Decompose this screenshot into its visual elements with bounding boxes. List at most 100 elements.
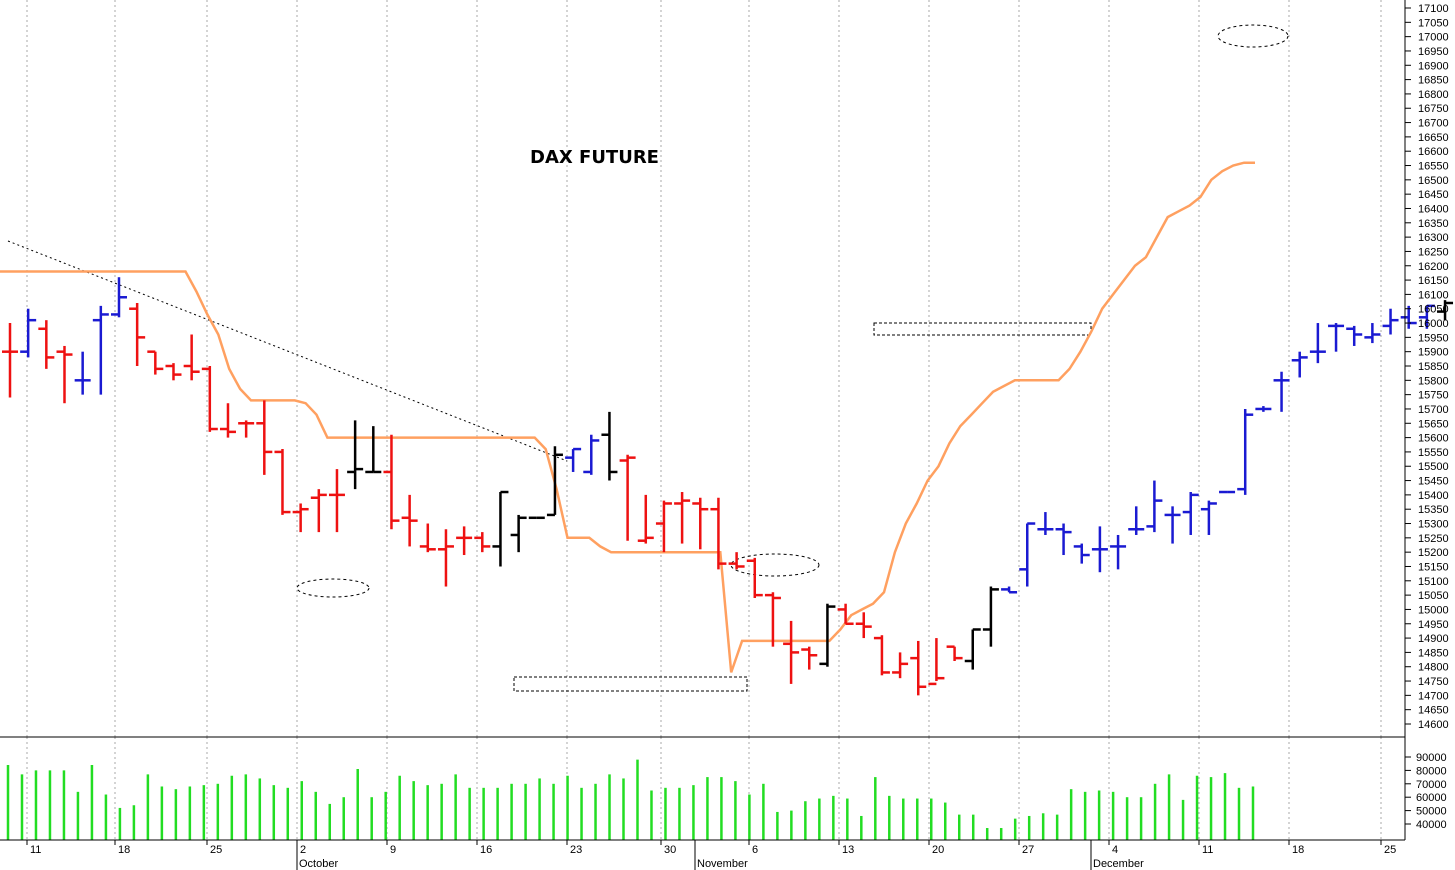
price-tick-label: 14750 (1418, 676, 1449, 688)
ohlc-bar (147, 350, 164, 375)
ohlc-bar (583, 434, 600, 475)
date-tick-label: 25 (1384, 844, 1396, 856)
ohlc-bar (946, 645, 963, 661)
price-tick-label: 14700 (1418, 690, 1449, 702)
price-tick-label: 16300 (1418, 232, 1449, 244)
price-tick-label: 15300 (1418, 519, 1449, 531)
date-tick-label: 30 (664, 844, 676, 856)
ohlc-bar (201, 366, 218, 432)
ohlc-bars (2, 277, 1454, 696)
ohlc-bar (1110, 534, 1127, 570)
price-tick-label: 15050 (1418, 590, 1449, 602)
annotation-box-november-low (513, 676, 748, 692)
date-axis: 11 18 25 2 9 16 23 30 6 13 20 27 4 11 18 25 October Novem… (26, 840, 1396, 870)
price-tick-label: 16350 (1418, 218, 1449, 230)
volume-bars (6, 759, 1255, 840)
ohlc-bar (383, 434, 400, 530)
ohlc-bar (2, 323, 18, 398)
ohlc-bar (1164, 506, 1181, 544)
ohlc-bar (38, 320, 55, 369)
ohlc-bar (510, 514, 527, 553)
price-tick-label: 17050 (1418, 17, 1449, 29)
price-axis: 14600 14650 14700 14750 14800 14850 14900 14950… (1405, 3, 1449, 731)
ohlc-bar (1237, 408, 1254, 495)
date-tick-label: 11 (1202, 844, 1213, 856)
volume-tick-label: 60000 (1416, 792, 1447, 804)
ohlc-bar (546, 446, 563, 517)
date-tick-label: 9 (390, 844, 396, 856)
price-tick-label: 15200 (1418, 547, 1449, 559)
ohlc-bar (801, 646, 818, 670)
price-tick-label: 14850 (1418, 647, 1449, 659)
ohlc-bar (1019, 522, 1036, 587)
ohlc-bar (129, 302, 146, 366)
price-tick-label: 16750 (1418, 103, 1449, 115)
price-tick-label: 15350 (1418, 504, 1449, 516)
ohlc-bar (474, 532, 491, 553)
price-tick-label: 15700 (1418, 404, 1449, 416)
ohlc-bar (837, 603, 854, 626)
ohlc-bar (619, 454, 636, 541)
ohlc-bar (1291, 351, 1308, 378)
ohlc-bar (1382, 308, 1399, 335)
ohlc-bar (74, 351, 91, 395)
price-tick-label: 15850 (1418, 361, 1449, 373)
date-tick-label: 16 (480, 844, 492, 856)
ohlc-bar (655, 500, 672, 553)
ohlc-bar (1364, 323, 1381, 344)
ohlc-bar (256, 400, 273, 475)
ohlc-bar (1400, 305, 1417, 329)
ohlc-bar (183, 334, 200, 381)
date-tick-label: 25 (210, 844, 222, 856)
month-label: October (299, 858, 338, 870)
ohlc-bar (637, 494, 654, 544)
price-tick-label: 16400 (1418, 203, 1449, 215)
annotations (7, 24, 1289, 692)
ohlc-bar (1346, 325, 1363, 346)
price-tick-label: 15750 (1418, 390, 1449, 402)
price-tick-label: 16500 (1418, 175, 1449, 187)
ohlc-bar (165, 363, 182, 381)
ohlc-bar (674, 492, 691, 544)
price-tick-label: 16650 (1418, 132, 1449, 144)
date-tick-label: 4 (1112, 844, 1118, 856)
month-label: November (697, 858, 748, 870)
moving-average-line (0, 161, 1255, 673)
price-tick-label: 14600 (1418, 719, 1449, 731)
price-tick-label: 15000 (1418, 604, 1449, 616)
annotation-ellipse-october-low (296, 578, 370, 598)
ohlc-bar (692, 497, 709, 550)
ohlc-bar (1182, 492, 1199, 535)
ohlc-bar (764, 592, 781, 647)
price-tick-label: 16550 (1418, 161, 1449, 173)
price-tick-label: 15250 (1418, 533, 1449, 545)
price-tick-label: 16900 (1418, 60, 1449, 72)
ohlc-bar (1200, 500, 1217, 535)
ohlc-bar (274, 449, 291, 515)
ohlc-bar (1437, 300, 1454, 321)
ohlc-bar (710, 497, 727, 570)
volume-tick-label: 70000 (1416, 779, 1447, 791)
price-tick-label: 14900 (1418, 633, 1449, 645)
ohlc-bar (783, 620, 800, 684)
date-tick-label: 11 (30, 844, 41, 856)
ohlc-bar (219, 403, 236, 438)
price-tick-label: 16050 (1418, 304, 1449, 316)
price-tick-label: 17100 (1418, 3, 1449, 15)
date-tick-label: 18 (118, 844, 130, 856)
ohlc-bar (401, 494, 418, 547)
price-tick-label: 15600 (1418, 433, 1449, 445)
date-tick-label: 13 (842, 844, 854, 856)
ohlc-bar (1055, 523, 1072, 556)
ohlc-bar (565, 447, 582, 472)
ohlc-bar (238, 420, 255, 438)
price-tick-label: 16800 (1418, 89, 1449, 101)
volume-tick-label: 90000 (1416, 752, 1447, 764)
ohlc-bar (365, 426, 382, 474)
price-tick-label: 16250 (1418, 246, 1449, 258)
ohlc-bar (292, 503, 309, 533)
price-tick-label: 14800 (1418, 662, 1449, 674)
ohlc-bar (92, 305, 109, 395)
